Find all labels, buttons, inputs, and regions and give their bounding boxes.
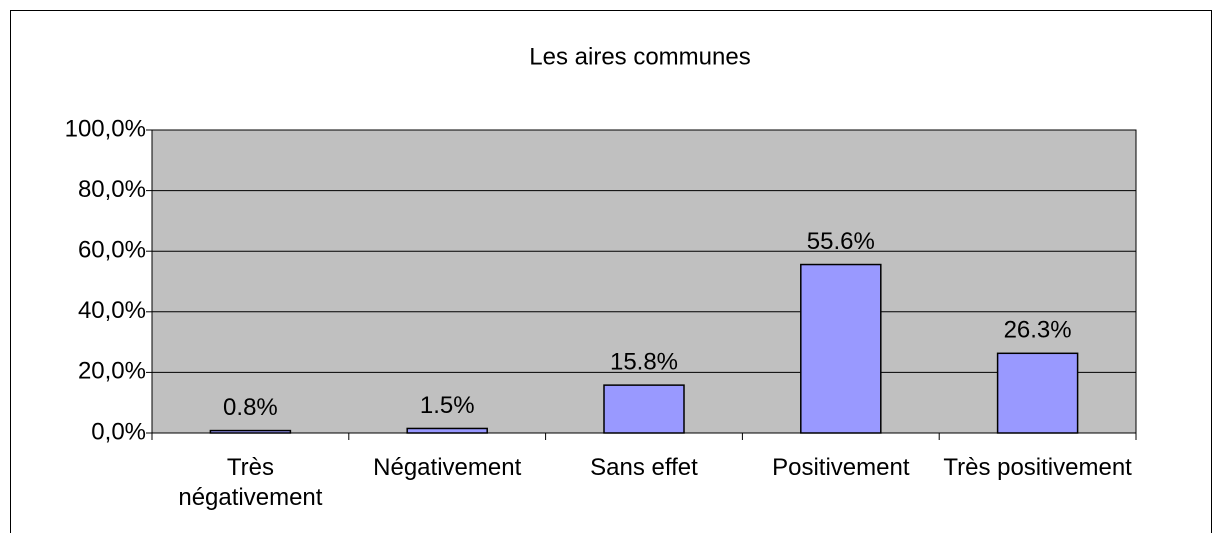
value-label: 0.8% [223, 394, 278, 421]
value-label: 1.5% [420, 392, 475, 419]
chart-frame [10, 10, 1212, 533]
bar [603, 384, 685, 434]
x-tick-label: Très négativement [178, 454, 323, 511]
x-tick-label: Très positivement [943, 454, 1132, 481]
y-tick-label: 40,0% [78, 297, 146, 324]
x-tick-label: Positivement [772, 454, 910, 481]
x-label-box: Très négativement [178, 454, 323, 511]
value-label: 55.6% [807, 228, 875, 255]
plot-area [152, 130, 1136, 433]
bar [209, 429, 292, 434]
y-tick-label: 100,0% [65, 115, 146, 142]
bar [800, 263, 882, 434]
bar [406, 427, 488, 434]
x-tick-label: Sans effet [590, 454, 698, 481]
value-label: 15.8% [610, 348, 678, 375]
chart-title: Les aires communes [529, 43, 750, 70]
x-label-box: Positivement [772, 454, 910, 481]
x-label-box: Sans effet [590, 454, 698, 481]
x-label-box: Négativement [373, 454, 522, 481]
x-tick-label: Négativement [373, 454, 522, 481]
y-tick-label: 60,0% [78, 237, 146, 264]
y-tick-label: 20,0% [78, 358, 146, 385]
bar [996, 352, 1079, 434]
y-tick-label: 80,0% [78, 176, 146, 203]
x-label-box: Très positivement [943, 454, 1132, 481]
value-label: 26.3% [1004, 317, 1072, 344]
y-tick-label: 0,0% [91, 418, 146, 445]
